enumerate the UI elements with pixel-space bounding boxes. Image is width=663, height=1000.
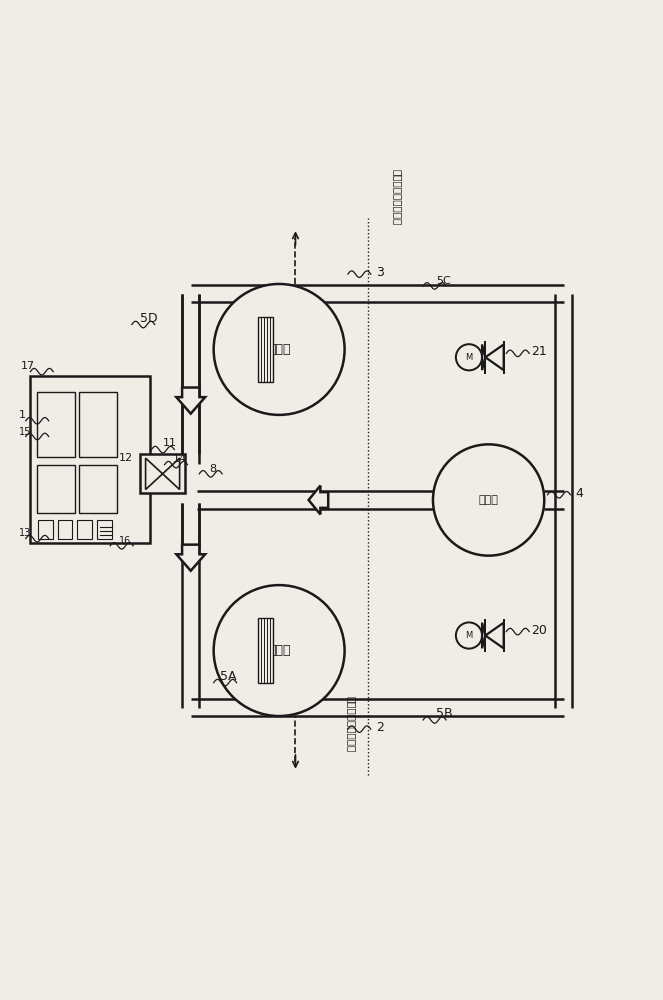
Circle shape [433,444,544,556]
Text: 21: 21 [531,345,547,358]
Text: 冷却流体（冷却水）: 冷却流体（冷却水） [346,696,356,752]
Text: 14: 14 [173,454,187,464]
Text: 5C: 5C [436,276,451,286]
Bar [258,317,272,382]
Text: 5D: 5D [140,312,157,325]
Polygon shape [308,486,328,514]
Polygon shape [146,458,162,490]
Polygon shape [485,623,504,648]
Text: 16: 16 [119,536,131,546]
Text: 经济器: 经济器 [479,495,499,505]
Text: 1: 1 [19,410,26,420]
Polygon shape [485,344,504,370]
Text: 4: 4 [575,487,583,500]
Text: M: M [465,631,473,640]
Bar [30,376,149,543]
Text: 被冷却流体（冷水）: 被冷却流体（冷水） [392,169,402,225]
Polygon shape [482,623,485,648]
Bar [37,465,75,513]
Bar [80,392,117,457]
Bar [141,454,185,493]
Circle shape [456,344,482,370]
Bar [38,520,52,539]
Polygon shape [482,344,485,370]
Text: 2: 2 [376,721,384,734]
Bar [78,520,92,539]
Circle shape [213,585,345,716]
Text: 蒸发器: 蒸发器 [268,343,290,356]
Polygon shape [176,388,205,414]
Text: 12: 12 [119,453,133,463]
Bar [97,520,111,539]
Text: 5B: 5B [436,707,453,720]
Polygon shape [162,458,180,490]
Circle shape [456,622,482,649]
Text: 20: 20 [531,624,547,637]
Polygon shape [176,545,205,571]
Bar [258,618,272,683]
Bar [80,465,117,513]
Bar [37,392,75,457]
Bar [58,520,72,539]
Text: 17: 17 [21,361,34,371]
Text: M: M [465,353,473,362]
Circle shape [213,284,345,415]
Text: 11: 11 [162,438,176,448]
Text: 8: 8 [209,464,216,474]
Text: 15: 15 [19,427,31,437]
Text: 3: 3 [376,266,384,279]
Text: 13: 13 [19,528,30,538]
Text: 冷凝器: 冷凝器 [268,644,290,657]
Text: 5A: 5A [220,670,237,683]
